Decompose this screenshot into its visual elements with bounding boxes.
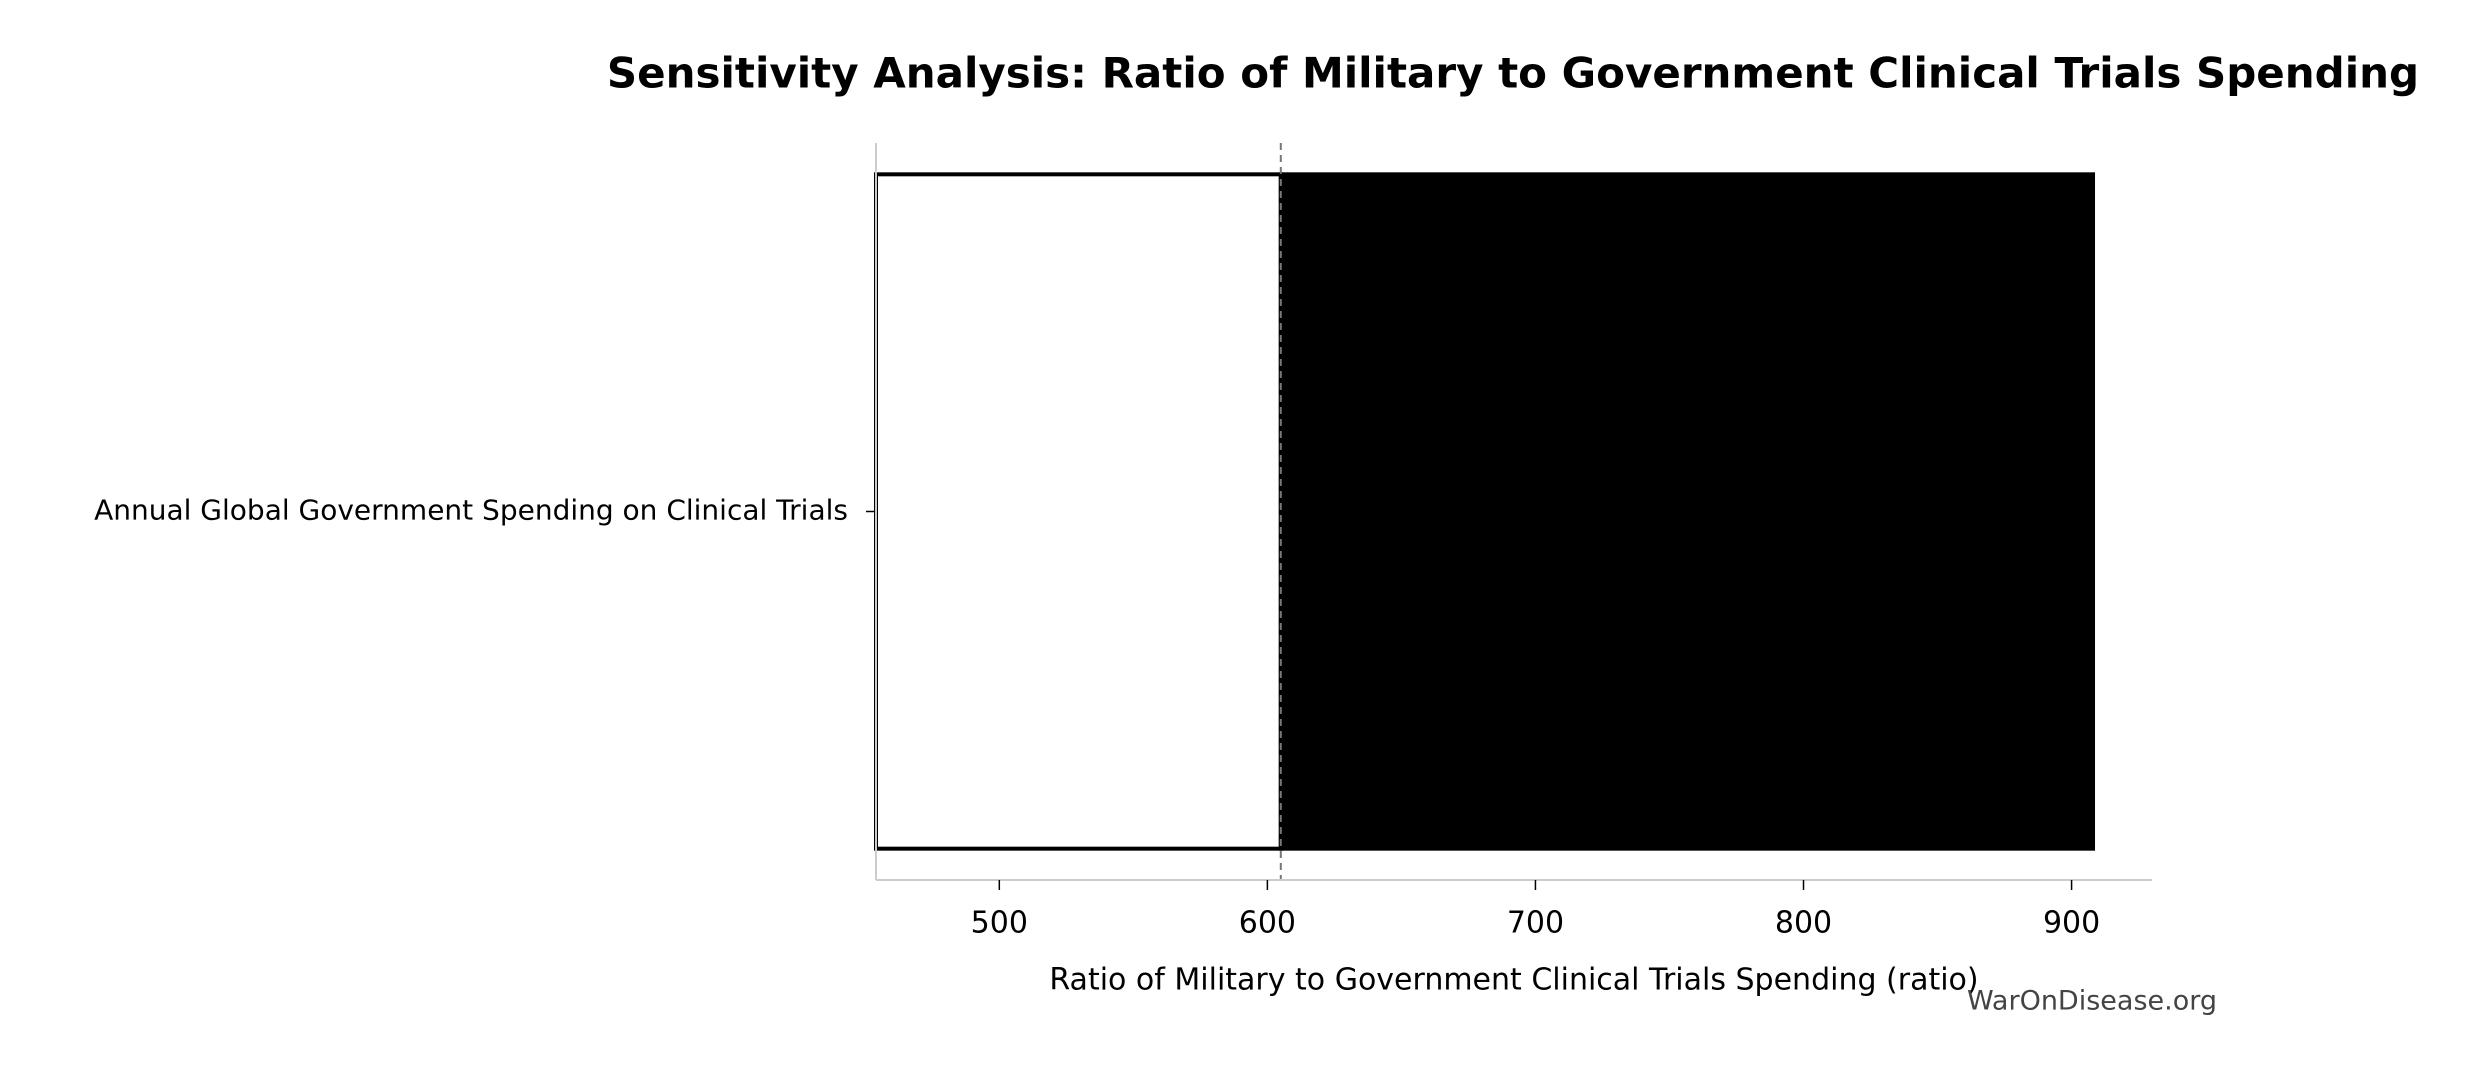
x-tick-label: 600 bbox=[1239, 906, 1296, 941]
y-tick-label: Annual Global Government Spending on Cli… bbox=[94, 494, 848, 527]
x-axis-label: Ratio of Military to Government Clinical… bbox=[1049, 963, 1978, 998]
x-tick-label: 500 bbox=[971, 906, 1028, 941]
x-tick-label: 900 bbox=[2043, 906, 2100, 941]
bar bbox=[1278, 172, 2096, 851]
bar bbox=[874, 172, 1283, 851]
x-tick-label: 800 bbox=[1775, 906, 1832, 941]
chart-title: Sensitivity Analysis: Ratio of Military … bbox=[607, 49, 2419, 98]
x-tick-label: 700 bbox=[1507, 906, 1564, 941]
watermark: WarOnDisease.org bbox=[1967, 986, 2217, 1017]
